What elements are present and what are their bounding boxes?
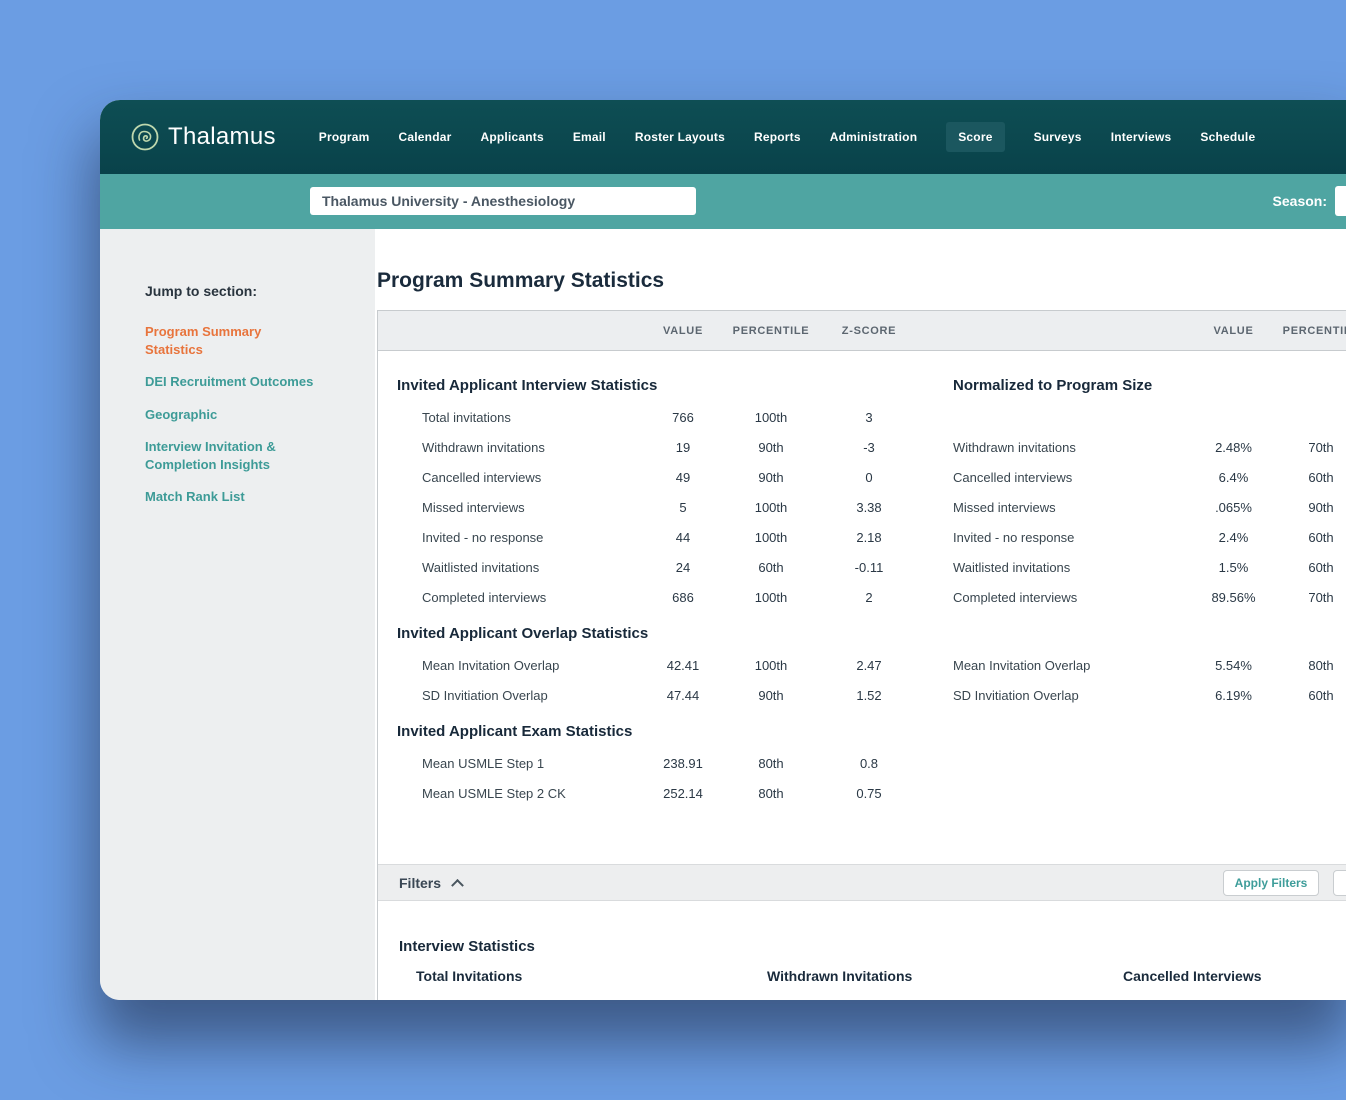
- table-row: Waitlisted invitations 1.5% 60th: [953, 559, 1334, 575]
- brain-logo-icon: [130, 122, 160, 152]
- nav-menu: Program Calendar Applicants Email Roster…: [319, 122, 1256, 152]
- program-select-input[interactable]: [310, 187, 696, 215]
- interview-statistics-heading: Interview Statistics: [399, 938, 535, 955]
- col-header-percentile: PERCENTILE: [732, 324, 810, 337]
- nav-item-interviews[interactable]: Interviews: [1110, 130, 1172, 144]
- table-row: Invited - no response 44 100th 2.18: [422, 529, 882, 545]
- table-row: Missed interviews .065% 90th: [953, 499, 1334, 515]
- sidebar-item-interview-invitation-completion-insights[interactable]: Interview Invitation & Completion Insigh…: [145, 439, 276, 472]
- chart-label-withdrawn-invitations: Withdrawn Invitations: [767, 968, 913, 984]
- group-title: Invited Applicant Exam Statistics: [397, 722, 633, 740]
- table-row: Withdrawn invitations 19 90th -3: [422, 439, 875, 455]
- nav-item-applicants[interactable]: Applicants: [480, 130, 544, 144]
- table-row: Cancelled interviews 49 90th 0: [422, 469, 873, 485]
- table-row: SD Invitiation Overlap 47.44 90th 1.52: [422, 687, 882, 703]
- nav-item-email[interactable]: Email: [572, 130, 606, 144]
- app-window: Thalamus Program Calendar Applicants Ema…: [100, 100, 1346, 1000]
- sidebar-item-match-rank-list[interactable]: Match Rank List: [145, 489, 245, 505]
- sidebar-item-geographic[interactable]: Geographic: [145, 406, 218, 422]
- table-row: Missed interviews 5 100th 3.38: [422, 499, 882, 515]
- interview-statistics-section: Interview Statistics Total Invitations W…: [378, 901, 1346, 1000]
- table-row: Completed interviews 89.56% 70th: [953, 589, 1334, 605]
- season-wrap: Season:: [1273, 186, 1346, 216]
- nav-item-schedule[interactable]: Schedule: [1200, 130, 1256, 144]
- nav-item-calendar[interactable]: Calendar: [398, 130, 452, 144]
- group-title: Invited Applicant Overlap Statistics: [397, 624, 649, 642]
- summary-statistics-card: VALUE PERCENTILE Z-SCORE VALUE PERCENTIL…: [377, 310, 1346, 1000]
- stats-group-interview: Invited Applicant Interview Statistics T…: [378, 368, 1346, 612]
- table-row: Mean USMLE Step 2 CK 252.14 80th 0.75: [422, 785, 882, 801]
- clipped-button[interactable]: [1333, 870, 1346, 896]
- chart-label-cancelled-interviews: Cancelled Interviews: [1123, 968, 1262, 984]
- filters-toggle-bar[interactable]: Filters Apply Filters: [378, 864, 1346, 901]
- group-title: Normalized to Program Size: [953, 376, 1153, 394]
- thalamus-logo[interactable]: Thalamus: [130, 122, 276, 152]
- stats-group-overlap: Invited Applicant Overlap Statistics Mea…: [378, 616, 1346, 710]
- table-row: Cancelled interviews 6.4% 60th: [953, 469, 1334, 485]
- sidebar-item-dei-recruitment-outcomes[interactable]: DEI Recruitment Outcomes: [145, 374, 314, 390]
- col-header-value: VALUE: [663, 324, 703, 337]
- table-row: Withdrawn invitations 2.48% 70th: [953, 439, 1334, 455]
- season-input[interactable]: [1335, 186, 1346, 216]
- nav-item-administration[interactable]: Administration: [829, 130, 918, 144]
- nav-item-score[interactable]: Score: [946, 122, 1005, 152]
- logo-text: Thalamus: [168, 123, 276, 150]
- distribution-charts-canvas: [378, 987, 1346, 1000]
- sidebar-heading: Jump to section:: [145, 283, 258, 299]
- table-row: Mean USMLE Step 1 238.91 80th 0.8: [422, 755, 879, 771]
- top-navbar: Thalamus Program Calendar Applicants Ema…: [100, 100, 1346, 174]
- nav-item-reports[interactable]: Reports: [754, 130, 801, 144]
- nav-item-roster-layouts[interactable]: Roster Layouts: [634, 130, 725, 144]
- col-header-zscore: Z-SCORE: [841, 324, 897, 337]
- table-row: Waitlisted invitations 24 60th -0.11: [422, 559, 884, 575]
- sidebar-item-program-summary-statistics[interactable]: Program Summary Statistics: [145, 324, 262, 357]
- distribution-charts: Total Invitations Withdrawn Invitations …: [378, 965, 1346, 1000]
- season-label: Season:: [1272, 193, 1327, 209]
- nav-item-surveys[interactable]: Surveys: [1033, 130, 1082, 144]
- table-row: Invited - no response 2.4% 60th: [953, 529, 1334, 545]
- table-row: Total invitations 766 100th 3: [422, 409, 873, 425]
- stats-group-exam: Invited Applicant Exam Statistics Mean U…: [378, 714, 1346, 808]
- group-title: Invited Applicant Interview Statistics: [397, 376, 658, 394]
- filters-label: Filters: [399, 874, 442, 891]
- nav-item-program[interactable]: Program: [318, 130, 370, 144]
- chevron-up-icon[interactable]: [451, 878, 464, 892]
- context-subbar: Season:: [100, 174, 1346, 229]
- table-row: Completed interviews 686 100th 2: [422, 589, 873, 605]
- table-row: Mean Invitation Overlap 42.41 100th 2.47: [422, 657, 882, 673]
- main-content: Program Summary Statistics VALUE PERCENT…: [375, 229, 1346, 1000]
- jump-sidebar: Jump to section: Program Summary Statist…: [100, 229, 375, 1000]
- chart-label-total-invitations: Total Invitations: [416, 968, 523, 984]
- table-row: SD Invitiation Overlap 6.19% 60th: [953, 687, 1334, 703]
- page-title: Program Summary Statistics: [377, 269, 665, 292]
- stats-column-headers: VALUE PERCENTILE Z-SCORE VALUE PERCENTIL…: [378, 311, 1346, 351]
- table-row: Mean Invitation Overlap 5.54% 80th: [953, 657, 1334, 673]
- col-header-value-2: VALUE: [1213, 324, 1254, 337]
- stats-body: Invited Applicant Interview Statistics T…: [378, 351, 1346, 836]
- apply-filters-button[interactable]: Apply Filters: [1223, 870, 1319, 896]
- col-header-percentile-2: PERCENTILE: [1282, 324, 1346, 337]
